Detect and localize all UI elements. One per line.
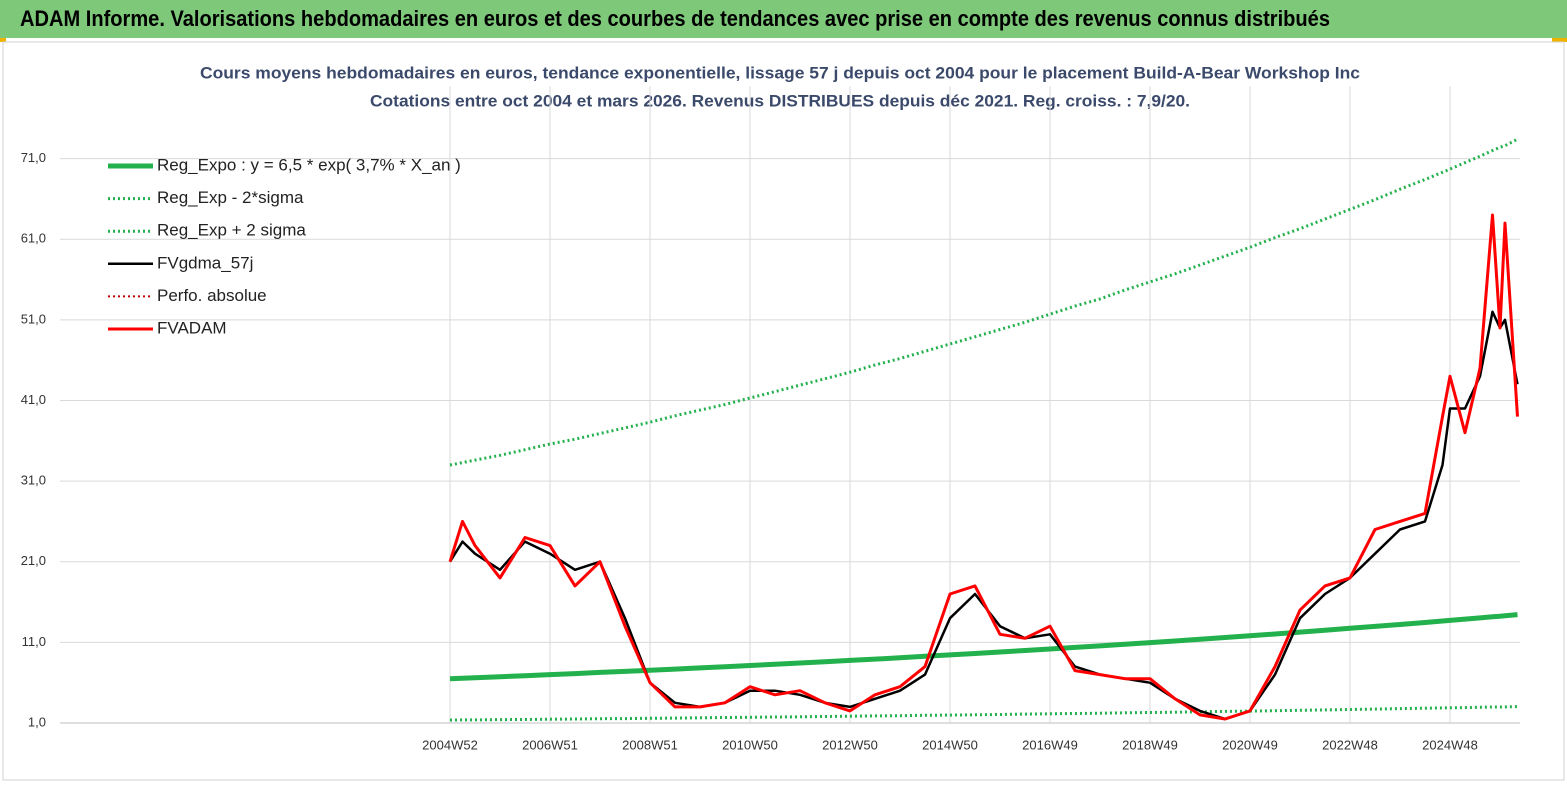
x-tick-label: 2016W49 — [1022, 737, 1078, 752]
y-tick-label: 11,0 — [22, 634, 46, 649]
series-line — [449, 612, 1518, 682]
y-tick-label: 41,0 — [21, 392, 46, 407]
legend-label: Perfo. absolue — [157, 286, 267, 305]
corner-mark — [0, 38, 6, 42]
legend-label: FVADAM — [157, 318, 227, 337]
x-tick-label: 2004W52 — [422, 737, 478, 752]
x-tick-label: 2018W49 — [1122, 737, 1178, 752]
x-tick-label: 2024W48 — [1422, 737, 1478, 752]
chart-subtitle: Cotations entre oct 2004 et mars 2026. R… — [370, 91, 1190, 110]
series-line — [449, 705, 1518, 722]
legend-label: Reg_Expo : y = 6,5 * exp( 3,7% * X_an ) — [157, 155, 461, 174]
y-tick-label: 51,0 — [21, 311, 46, 326]
header-title: ADAM Informe. Valorisations hebdomadaire… — [20, 6, 1330, 31]
y-tick-label: 31,0 — [21, 473, 46, 488]
x-tick-label: 2020W49 — [1222, 737, 1278, 752]
y-tick-label: 61,0 — [21, 231, 46, 246]
y-tick-label: 71,0 — [21, 150, 46, 165]
x-tick-label: 2008W51 — [622, 737, 678, 752]
x-tick-label: 2022W48 — [1322, 737, 1378, 752]
y-tick-label: 1,0 — [28, 714, 46, 729]
series-line — [448, 310, 1519, 721]
series-line — [449, 137, 1519, 467]
legend-label: Reg_Exp + 2 sigma — [157, 221, 306, 240]
series-line — [448, 213, 1519, 721]
legend-label: Reg_Exp - 2*sigma — [157, 188, 304, 207]
x-tick-label: 2010W50 — [722, 737, 778, 752]
chart-border — [2, 41, 1565, 781]
y-tick-label: 21,0 — [21, 553, 46, 568]
x-tick-label: 2014W50 — [922, 737, 978, 752]
legend-label: FVgdma_57j — [157, 253, 253, 272]
corner-mark — [1552, 38, 1567, 42]
x-tick-label: 2012W50 — [822, 737, 878, 752]
header-banner — [0, 0, 1567, 38]
x-tick-label: 2006W51 — [522, 737, 578, 752]
chart-title: Cours moyens hebdomadaires en euros, ten… — [200, 63, 1360, 82]
